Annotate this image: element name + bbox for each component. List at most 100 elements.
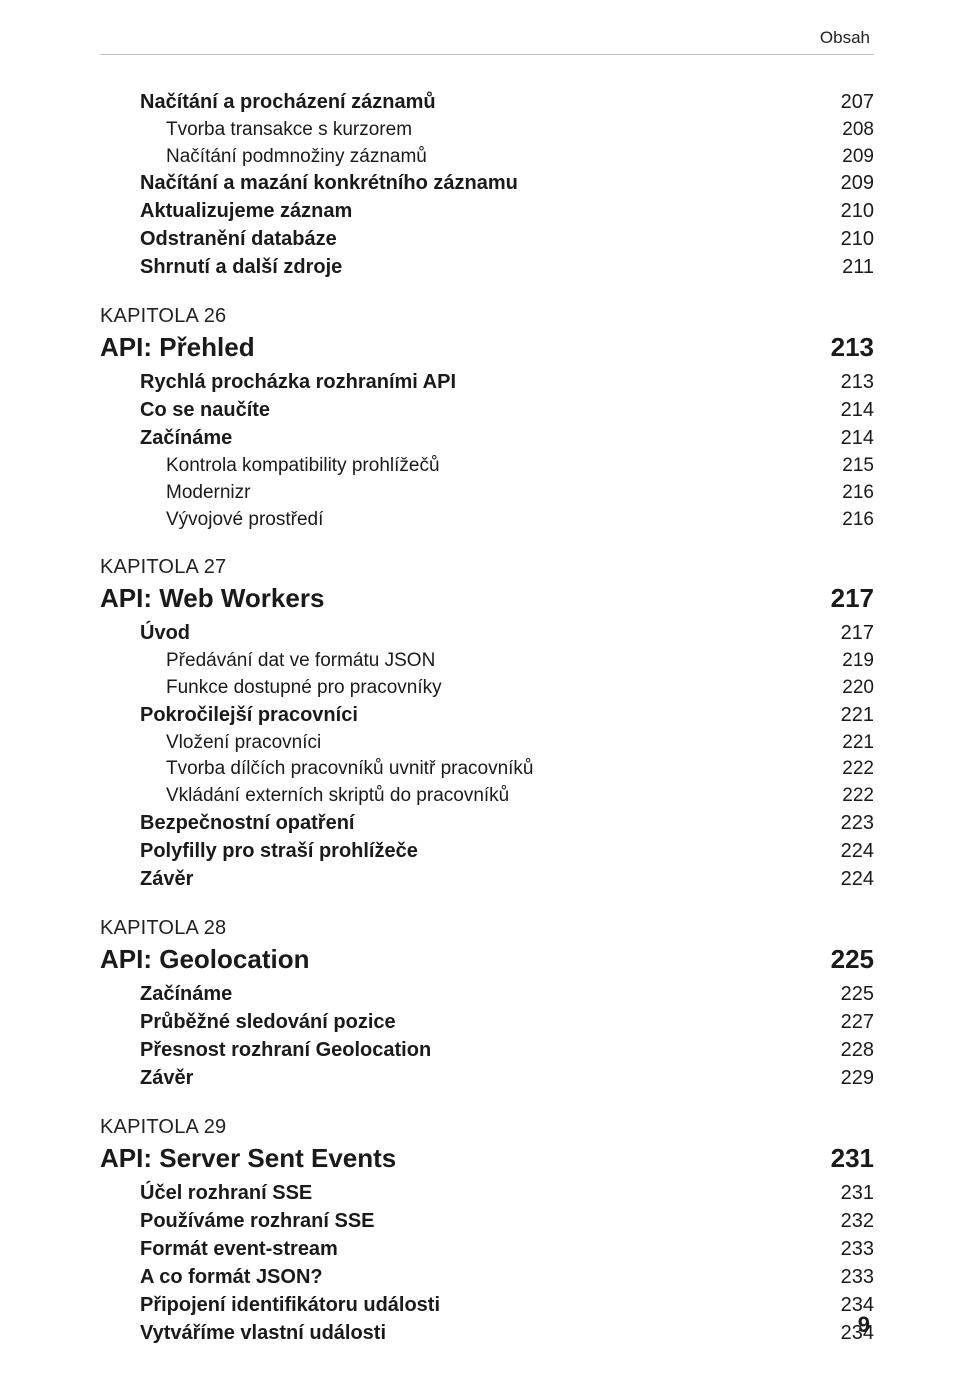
running-head: Obsah: [100, 28, 874, 48]
chapter-label-text: KAPITOLA 29: [100, 1116, 226, 1138]
toc-row-label: Tvorba transakce s kurzorem: [166, 117, 818, 143]
toc-row-label: Závěr: [140, 866, 818, 893]
toc-row-label: Pokročilejší pracovníci: [140, 702, 818, 729]
toc-row-page: 216: [818, 507, 874, 533]
toc-row-page: 221: [818, 702, 874, 729]
toc-row: Vytváříme vlastní události234: [100, 1320, 874, 1347]
toc-row: Závěr224: [100, 866, 874, 893]
chapter-label: KAPITOLA 28: [100, 917, 874, 940]
toc-row-label: Načítání podmnožiny záznamů: [166, 144, 818, 170]
toc-row-label: Používáme rozhraní SSE: [140, 1208, 818, 1235]
toc-row-label: Načítání a mazání konkrétního záznamu: [140, 170, 818, 197]
toc-row: Pokročilejší pracovníci221: [100, 702, 874, 729]
toc-row: Průběžné sledování pozice227: [100, 1009, 874, 1036]
toc-row-page: 228: [818, 1037, 874, 1064]
toc-row-page: 216: [818, 480, 874, 506]
toc-row-page: 219: [818, 648, 874, 674]
toc-row-page: 224: [818, 838, 874, 865]
toc-row-page: 214: [818, 397, 874, 424]
toc-row-label: Přesnost rozhraní Geolocation: [140, 1037, 818, 1064]
toc-row-page: 229: [818, 1065, 874, 1092]
toc-row-label: Aktualizujeme záznam: [140, 198, 818, 225]
toc-row: Používáme rozhraní SSE232: [100, 1208, 874, 1235]
toc-row: Polyfilly pro straší prohlížeče224: [100, 838, 874, 865]
toc-row-label: Shrnutí a další zdroje: [140, 254, 818, 281]
toc-row-page: 213: [818, 369, 874, 396]
toc-row: Načítání a procházení záznamů207: [100, 89, 874, 116]
toc-row-label: Tvorba dílčích pracovníků uvnitř pracovn…: [166, 756, 818, 782]
toc-row-page: 209: [818, 144, 874, 170]
toc-row: Vývojové prostředí216: [100, 507, 874, 533]
toc-row-page: 210: [818, 226, 874, 253]
chapter-title-row: API: Přehled213: [100, 330, 874, 365]
toc-row: Odstranění databáze210: [100, 226, 874, 253]
toc-row: Předávání dat ve formátu JSON219: [100, 648, 874, 674]
toc-row: Začínáme214: [100, 425, 874, 452]
chapter-title-text: API: Server Sent Events: [100, 1141, 818, 1176]
toc-row-label: Začínáme: [140, 425, 818, 452]
toc-row-page: 220: [818, 675, 874, 701]
toc-row-page: 224: [818, 866, 874, 893]
chapter-label-text: KAPITOLA 28: [100, 917, 226, 939]
toc-row-label: Odstranění databáze: [140, 226, 818, 253]
toc-row-label: Funkce dostupné pro pracovníky: [166, 675, 818, 701]
toc-row: Aktualizujeme záznam210: [100, 198, 874, 225]
toc-row-label: Formát event-stream: [140, 1236, 818, 1263]
toc-row: Závěr229: [100, 1065, 874, 1092]
toc-row: Formát event-stream233: [100, 1236, 874, 1263]
header-rule: [100, 54, 874, 55]
toc-row-page: 223: [818, 810, 874, 837]
toc-row-label: Polyfilly pro straší prohlížeče: [140, 838, 818, 865]
toc-row-page: 227: [818, 1009, 874, 1036]
toc-row-label: Vkládání externích skriptů do pracovníků: [166, 783, 818, 809]
toc-row-page: 209: [818, 170, 874, 197]
toc-row-page: 214: [818, 425, 874, 452]
toc-row: Modernizr216: [100, 480, 874, 506]
toc-row-page: 233: [818, 1264, 874, 1291]
toc-row: Přesnost rozhraní Geolocation228: [100, 1037, 874, 1064]
chapter-title-row: API: Geolocation225: [100, 942, 874, 977]
toc-row-page: 211: [818, 254, 874, 281]
toc-row: Vkládání externích skriptů do pracovníků…: [100, 783, 874, 809]
toc-row-page: 232: [818, 1208, 874, 1235]
page-number: 9: [858, 1312, 870, 1338]
toc-row-label: Rychlá procházka rozhraními API: [140, 369, 818, 396]
toc-row-label: Průběžné sledování pozice: [140, 1009, 818, 1036]
toc-row: A co formát JSON?233: [100, 1264, 874, 1291]
toc-row-label: Účel rozhraní SSE: [140, 1180, 818, 1207]
toc-row: Tvorba dílčích pracovníků uvnitř pracovn…: [100, 756, 874, 782]
chapter-title-page: 213: [818, 330, 874, 365]
toc-row-label: Začínáme: [140, 981, 818, 1008]
chapter-label-text: KAPITOLA 27: [100, 556, 226, 578]
toc-row: Bezpečnostní opatření223: [100, 810, 874, 837]
toc-row: Úvod217: [100, 620, 874, 647]
toc-row: Co se naučíte214: [100, 397, 874, 424]
toc-row-page: 222: [818, 756, 874, 782]
toc-row-label: Načítání a procházení záznamů: [140, 89, 818, 116]
toc-row-page: 210: [818, 198, 874, 225]
toc-row-page: 221: [818, 730, 874, 756]
toc-row-label: Vývojové prostředí: [166, 507, 818, 533]
chapter-title-text: API: Přehled: [100, 330, 818, 365]
toc-page: Obsah Načítání a procházení záznamů207Tv…: [0, 0, 960, 1388]
toc-row-page: 207: [818, 89, 874, 116]
chapter-title-page: 217: [818, 581, 874, 616]
toc-row: Začínáme225: [100, 981, 874, 1008]
toc-row: Vložení pracovníci221: [100, 730, 874, 756]
chapter-label: KAPITOLA 27: [100, 556, 874, 579]
toc-row-page: 225: [818, 981, 874, 1008]
toc-row-label: A co formát JSON?: [140, 1264, 818, 1291]
toc-row-label: Připojení identifikátoru události: [140, 1292, 818, 1319]
toc-row-label: Závěr: [140, 1065, 818, 1092]
chapter-title-page: 225: [818, 942, 874, 977]
chapter-label: KAPITOLA 29: [100, 1116, 874, 1139]
toc-row-page: 215: [818, 453, 874, 479]
toc-row-page: 208: [818, 117, 874, 143]
toc-row: Připojení identifikátoru události234: [100, 1292, 874, 1319]
chapter-label-text: KAPITOLA 26: [100, 305, 226, 327]
toc-row-page: 233: [818, 1236, 874, 1263]
toc-row: Kontrola kompatibility prohlížečů215: [100, 453, 874, 479]
chapter-title-row: API: Server Sent Events231: [100, 1141, 874, 1176]
toc-row-label: Bezpečnostní opatření: [140, 810, 818, 837]
toc-row: Účel rozhraní SSE231: [100, 1180, 874, 1207]
